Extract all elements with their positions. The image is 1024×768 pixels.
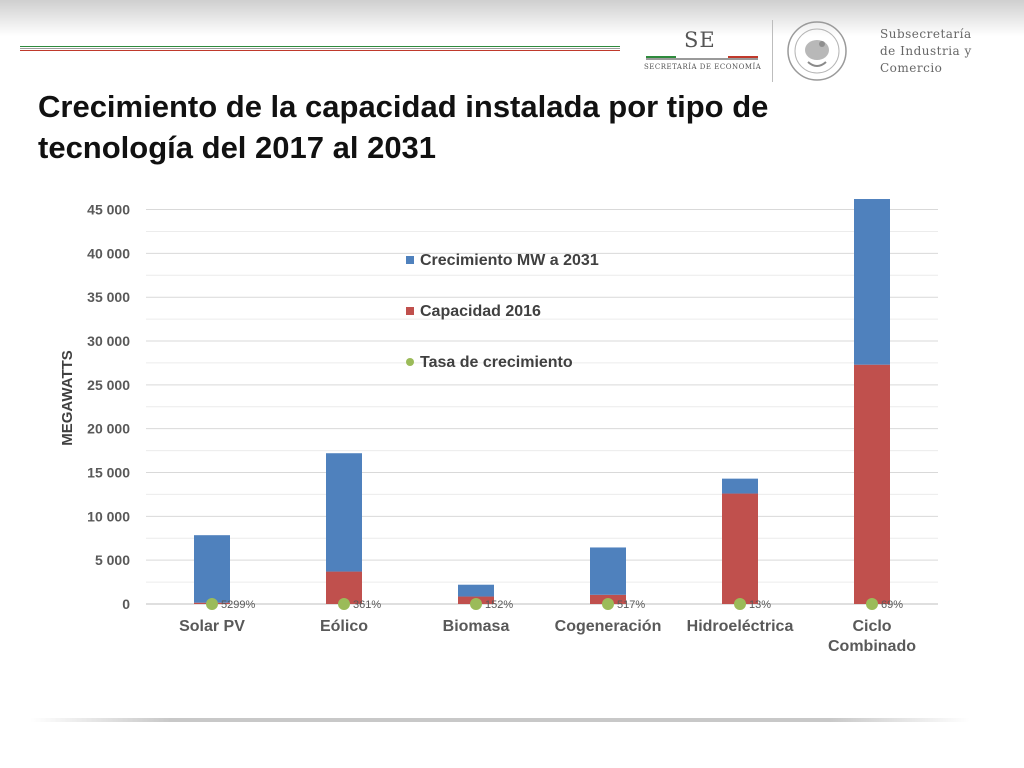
x-category-label: Ciclo (852, 618, 891, 635)
bar-crecimiento-2031 (194, 535, 230, 603)
se-logo-block: SE SECRETARÍA DE ECONOMÍA (640, 26, 765, 76)
legend-label: Tasa de crecimiento (420, 354, 573, 371)
sub-line-3: Comercio (880, 61, 943, 75)
legend-marker (406, 358, 414, 366)
gridlines (146, 209, 938, 605)
legend-label: Crecimiento MW a 2031 (420, 252, 599, 269)
rate-data-label: 517% (617, 599, 645, 611)
bar-crecimiento-2031 (458, 584, 494, 597)
header-stripes (20, 46, 620, 52)
se-logo: SE (684, 28, 716, 52)
sub-line-1: Subsecretaría (880, 27, 972, 41)
rate-data-label: 13% (749, 599, 771, 611)
sub-line-2: de Industria y (880, 44, 972, 58)
legend-swatch (406, 256, 414, 264)
se-secretaria-text: SECRETARÍA DE ECONOMÍA (644, 63, 762, 71)
se-rule-red (728, 56, 758, 58)
y-axis-label: MEGAWATTS (59, 350, 76, 446)
legend-swatch (406, 307, 414, 315)
x-category-label: Cogeneración (555, 618, 662, 635)
rate-data-label: 361% (353, 599, 381, 611)
rate-data-label: 152% (485, 599, 513, 611)
y-tick-label: 40 000 (87, 245, 130, 261)
bar-capacidad-2016 (722, 493, 758, 604)
title-line-2: tecnología del 2017 al 2031 (38, 130, 437, 165)
x-category-label: Eólico (320, 618, 368, 635)
seal-icon (787, 21, 847, 81)
title-line-1: Crecimiento de la capacidad instalada po… (38, 89, 769, 124)
bar-crecimiento-2031 (722, 478, 758, 494)
y-tick-label: 0 (122, 596, 130, 612)
slide-title: Crecimiento de la capacidad instalada po… (38, 86, 938, 168)
x-category-label: Solar PV (179, 618, 245, 635)
bars: 5299% 361% 152% 517% 13% 69% (194, 199, 903, 611)
axis: 0 5 000 10 000 15 000 20 000 25 000 30 000 35 0… (87, 202, 938, 655)
legend: Crecimiento MW a 2031 Capacidad 2016 Tasa … (406, 252, 599, 371)
x-category-label-line2: Combinado (828, 638, 916, 655)
header-band (0, 0, 1024, 36)
rate-marker (602, 598, 614, 610)
y-tick-label: 30 000 (87, 333, 130, 349)
x-category-label: Biomasa (443, 618, 510, 635)
y-tick-label: 25 000 (87, 377, 130, 393)
capacity-growth-chart: 0 5 000 10 000 15 000 20 000 25 000 30 000 35 0… (59, 199, 938, 655)
se-rule-green (646, 56, 676, 58)
rate-marker (206, 598, 218, 610)
se-rule (646, 58, 758, 60)
y-tick-label: 20 000 (87, 421, 130, 437)
rate-data-label: 69% (881, 599, 903, 611)
bar-crecimiento-2031 (854, 199, 890, 365)
subsecretaria-name: Subsecretaría de Industria y Comercio (880, 26, 972, 77)
bar-capacidad-2016 (854, 364, 890, 604)
legend-label: Capacidad 2016 (420, 303, 541, 320)
x-category-label: Hidroeléctrica (687, 618, 794, 635)
y-tick-label: 35 000 (87, 289, 130, 305)
rate-data-label: 5299% (221, 599, 255, 611)
rate-marker (866, 598, 878, 610)
footer-rule (30, 718, 970, 722)
rate-marker (470, 598, 482, 610)
y-tick-label: 10 000 (87, 508, 130, 524)
header-divider (772, 20, 773, 82)
y-tick-label: 5 000 (95, 552, 130, 568)
y-tick-label: 45 000 (87, 202, 130, 218)
bar-crecimiento-2031 (590, 547, 626, 595)
bar-crecimiento-2031 (326, 453, 362, 572)
rate-marker (338, 598, 350, 610)
y-tick-label: 15 000 (87, 465, 130, 481)
rate-marker (734, 598, 746, 610)
